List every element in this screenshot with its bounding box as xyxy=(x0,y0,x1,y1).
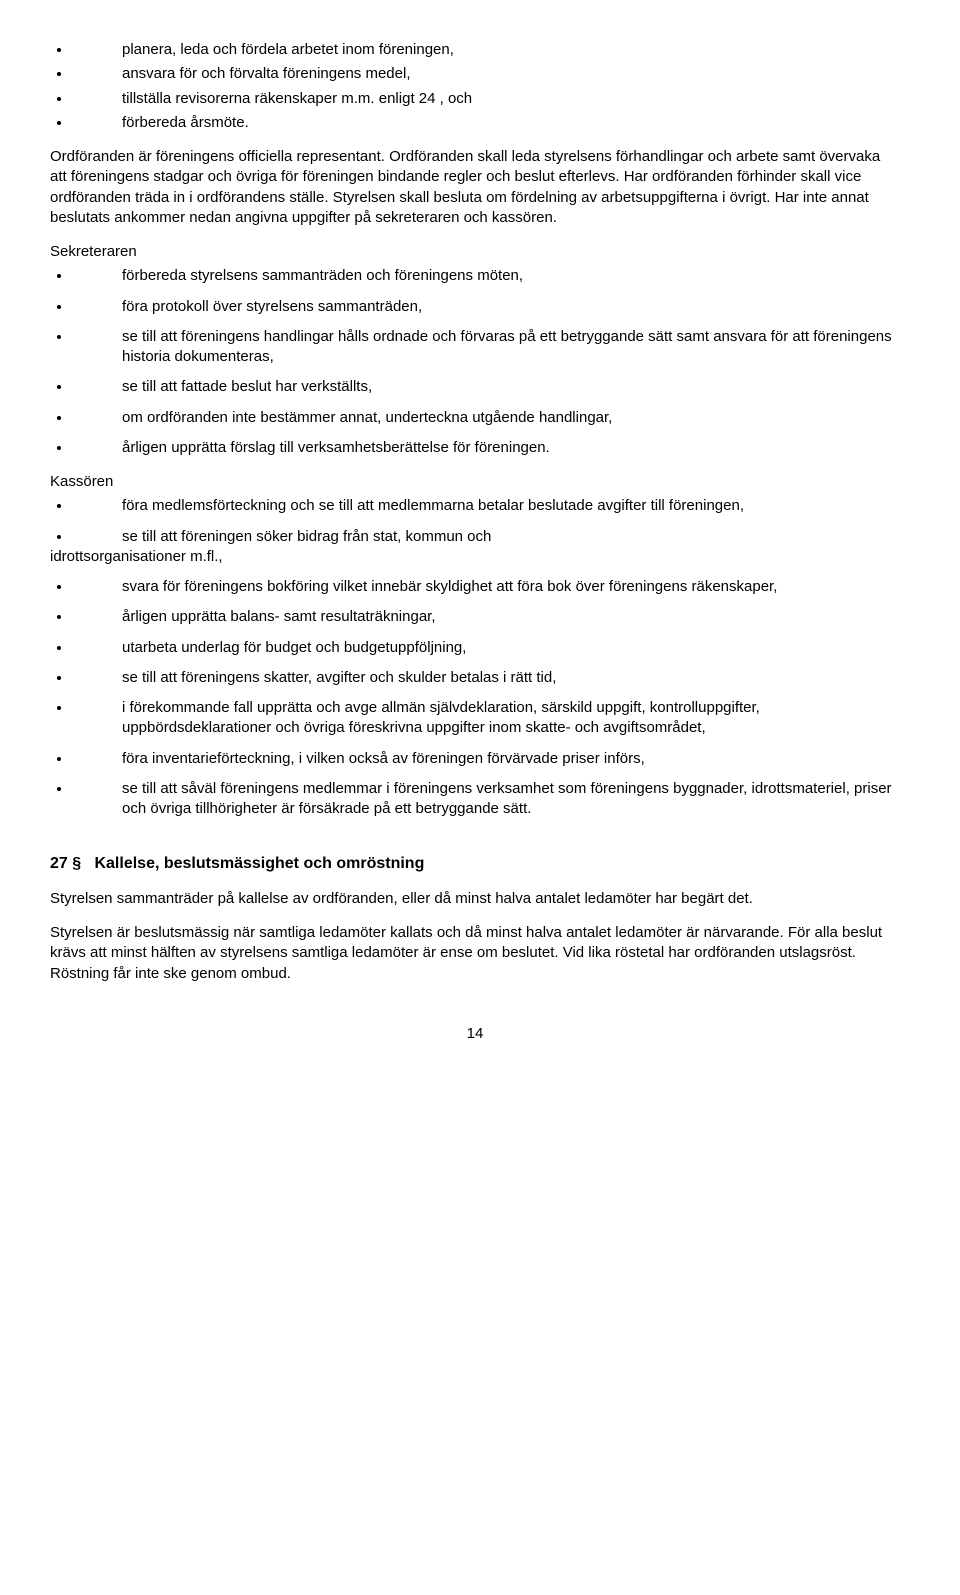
kassoren-list-item: årligen upprätta balans- samt resultaträ… xyxy=(72,607,900,627)
sekreteraren-list-item: förbereda styrelsens sammanträden och fö… xyxy=(72,266,900,286)
kassoren-list-item: utarbeta underlag för budget och budgetu… xyxy=(72,638,900,658)
section-27-heading: 27 § Kallelse, beslutsmässighet och omrö… xyxy=(50,853,900,875)
kassoren-list-item: se till att föreningens skatter, avgifte… xyxy=(72,668,900,688)
kassoren-list-item: i förekommande fall upprätta och avge al… xyxy=(72,698,900,739)
intro-bullet-list: planera, leda och fördela arbetet inom f… xyxy=(50,40,900,133)
sekreteraren-list-item: årligen upprätta förslag till verksamhet… xyxy=(72,438,900,458)
section-27-p1: Styrelsen sammanträder på kallelse av or… xyxy=(50,889,900,909)
sekreteraren-list-item: se till att fattade beslut har verkställ… xyxy=(72,377,900,397)
page-number: 14 xyxy=(50,1024,900,1044)
ordforande-paragraph: Ordföranden är föreningens officiella re… xyxy=(50,147,900,228)
intro-list-item: tillställa revisorerna räkenskaper m.m. … xyxy=(72,89,900,109)
kassoren-list: föra medlemsförteckning och se till att … xyxy=(50,496,900,819)
intro-list-item: förbereda årsmöte. xyxy=(72,113,900,133)
sekreteraren-label: Sekreteraren xyxy=(50,242,900,262)
kassoren-label: Kassören xyxy=(50,472,900,492)
kassoren-list-item: se till att såväl föreningens medlemmar … xyxy=(72,779,900,820)
kassoren-list-item: föra inventarieförteckning, i vilken ock… xyxy=(72,749,900,769)
kassoren-list-item: se till att föreningen söker bidrag från… xyxy=(72,527,900,547)
sekreteraren-list: förbereda styrelsens sammanträden och fö… xyxy=(50,266,900,458)
sekreteraren-list-item: om ordföranden inte bestämmer annat, und… xyxy=(72,408,900,428)
kassoren-list-item-continuation: idrottsorganisationer m.fl., xyxy=(50,547,900,567)
intro-list-item: planera, leda och fördela arbetet inom f… xyxy=(72,40,900,60)
kassoren-list-item: föra medlemsförteckning och se till att … xyxy=(72,496,900,516)
sekreteraren-list-item: se till att föreningens handlingar hålls… xyxy=(72,327,900,368)
sekreteraren-list-item: föra protokoll över styrelsens sammanträ… xyxy=(72,297,900,317)
kassoren-list-item: svara för föreningens bokföring vilket i… xyxy=(72,577,900,597)
intro-list-item: ansvara för och förvalta föreningens med… xyxy=(72,64,900,84)
section-27-p2: Styrelsen är beslutsmässig när samtliga … xyxy=(50,923,900,984)
